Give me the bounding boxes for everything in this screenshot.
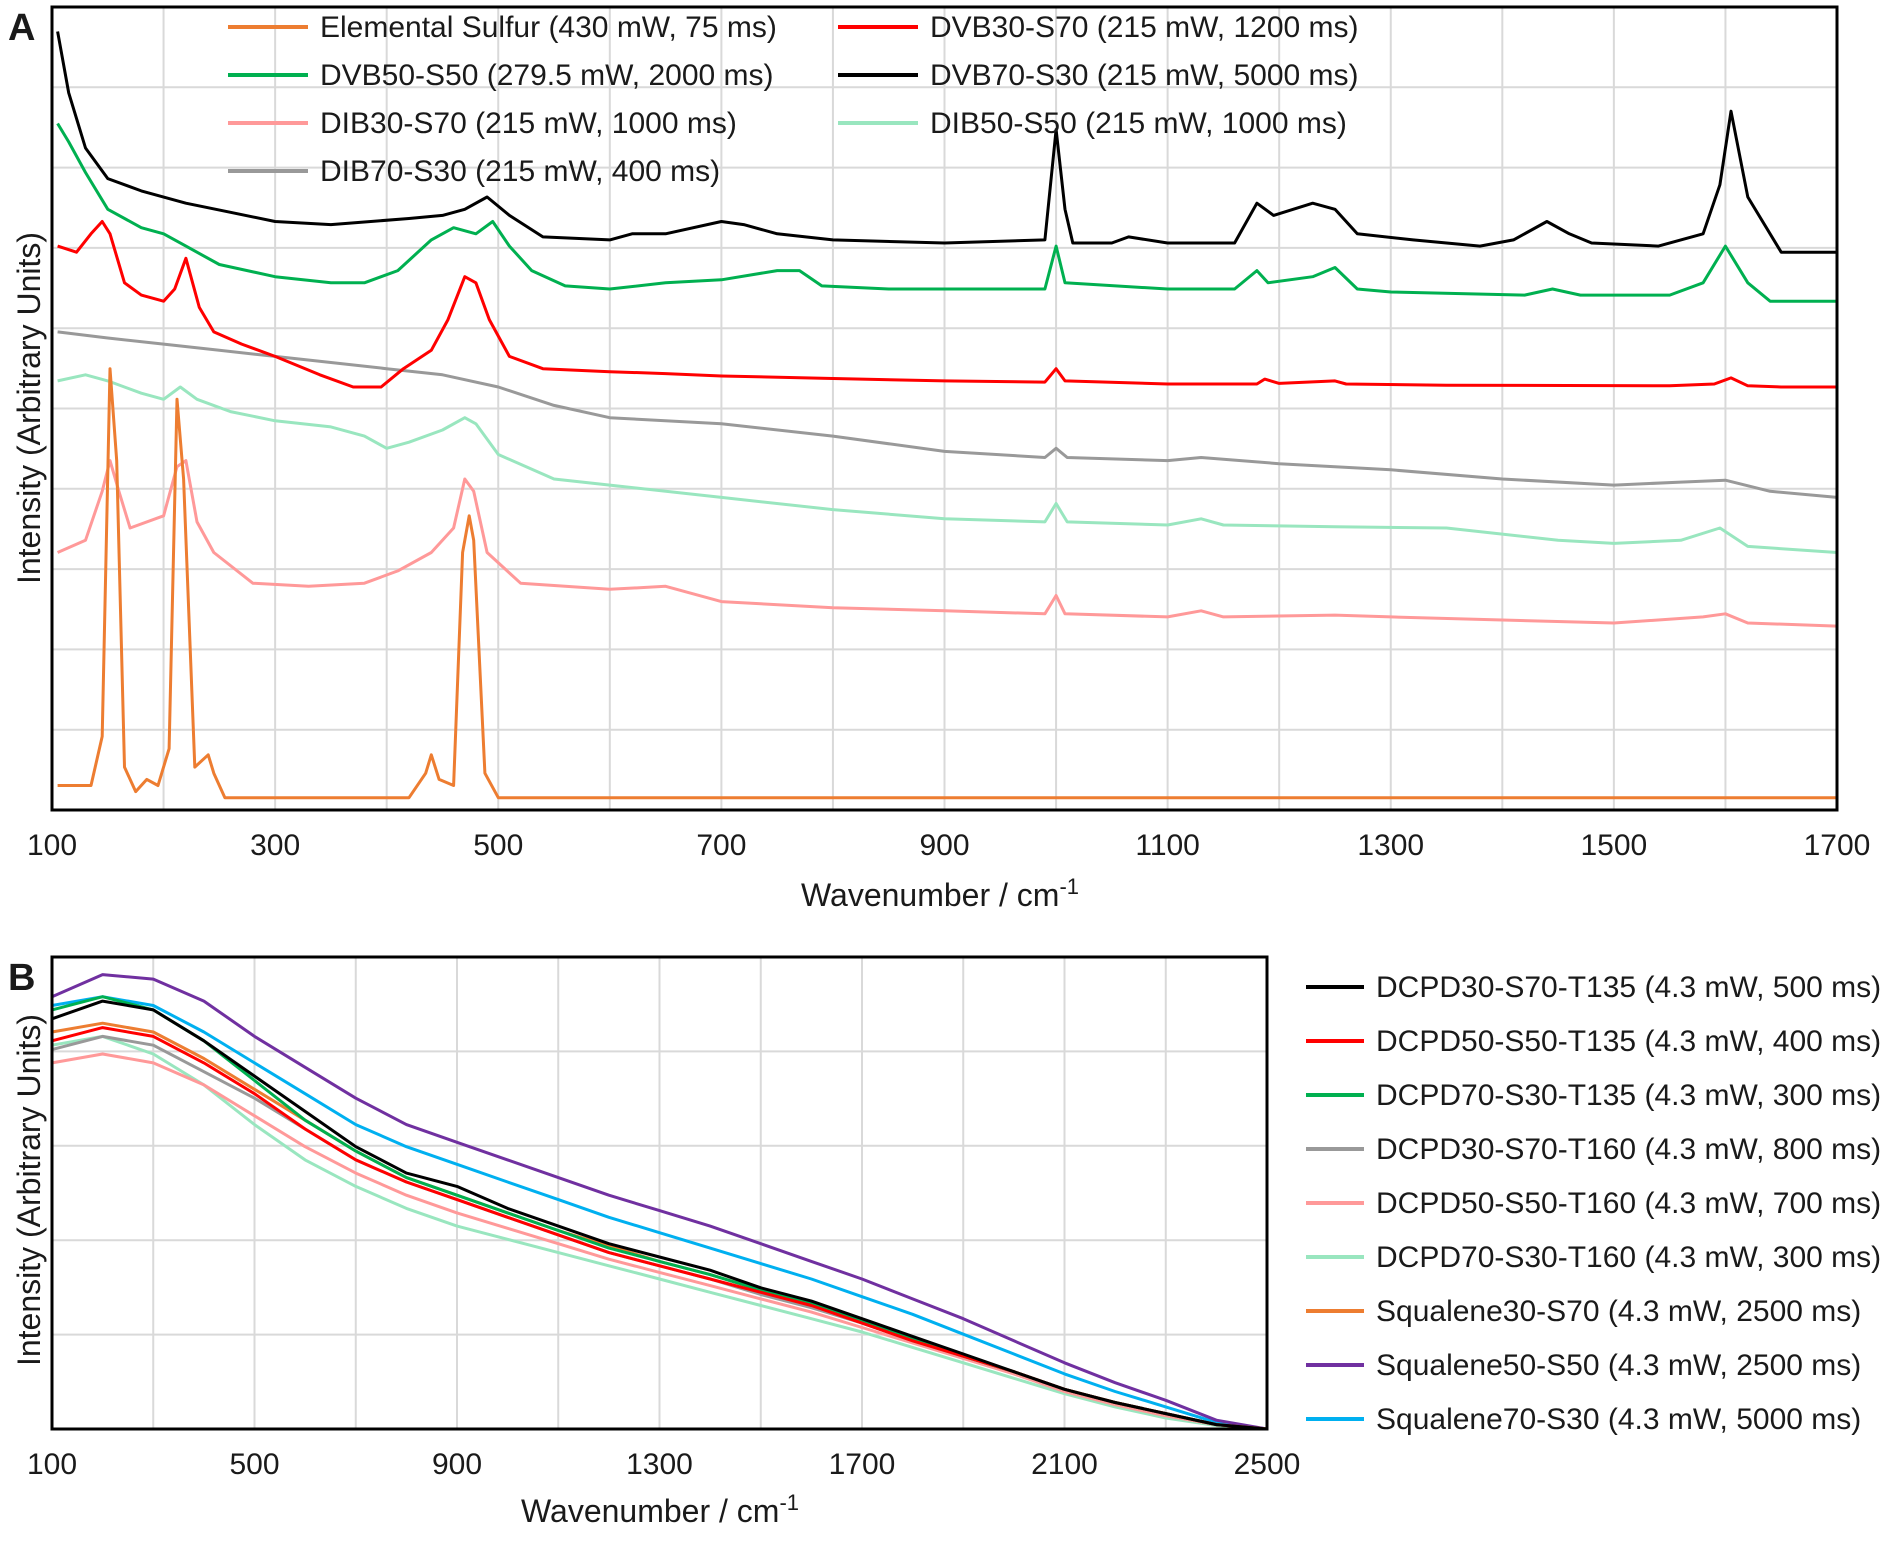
panel-a-x-tick-label: 100: [27, 829, 77, 862]
panel-a-legend-label: DVB30-S70 (215 mW, 1200 ms): [930, 11, 1359, 44]
panel-a-series-dib70-s30-215-mw-400-ms: [57, 330, 1838, 499]
panel-b-series-squalene50-s50-4-3-mw-2500-ms: [51, 973, 1268, 1431]
panel-a-legend-entry: DVB50-S50 (279.5 mW, 2000 ms): [228, 59, 774, 92]
panel-a: A 100 300 500 700 900 1100 1300 1500 1700 Wavenu…: [8, 5, 1870, 913]
panel-b-legend: DCPD30-S70-T135 (4.3 mW, 500 ms) DCPD50-S…: [1306, 971, 1881, 1436]
panel-b-legend-label: DCPD30-S70-T160 (4.3 mW, 800 ms): [1376, 1133, 1881, 1166]
panel-a-grid: [52, 7, 1837, 810]
panel-a-series-dib50-s50-215-mw-1000-ms: [57, 373, 1838, 554]
panel-b-series-dcpd70-s30-t160-4-3-mw-300-ms: [51, 1034, 1268, 1431]
panel-a-legend-entry: Elemental Sulfur (430 mW, 75 ms): [228, 11, 777, 44]
panel-b-legend-entry: DCPD70-S30-T135 (4.3 mW, 300 ms): [1306, 1079, 1881, 1112]
panel-b-legend-entry: Squalene50-S50 (4.3 mW, 2500 ms): [1306, 1349, 1861, 1382]
panel-b-y-axis-title: Intensity (Arbitrary Units): [11, 1014, 47, 1366]
panel-b-x-tick-label: 100: [27, 1448, 77, 1481]
panel-b-legend-entry: Squalene70-S30 (4.3 mW, 5000 ms): [1306, 1403, 1861, 1436]
panel-a-y-axis-title: Intensity (Arbitrary Units): [11, 232, 47, 584]
panel-a-x-tick-label: 700: [696, 829, 746, 862]
panel-a-legend-entry: DIB50-S50 (215 mW, 1000 ms): [838, 107, 1347, 140]
panel-a-x-tick-label: 900: [919, 829, 969, 862]
panel-b-legend-label: DCPD50-S50-T135 (4.3 mW, 400 ms): [1376, 1025, 1881, 1058]
panel-a-legend-label: DIB30-S70 (215 mW, 1000 ms): [320, 107, 737, 140]
panel-a-series-dvb50-s50-279-5-mw-2000-ms: [56, 122, 1837, 303]
panel-a-series-dib30-s70-215-mw-1000-ms: [56, 459, 1838, 628]
panel-b-legend-label: Squalene30-S70 (4.3 mW, 2500 ms): [1376, 1295, 1861, 1328]
panel-a-legend-entry: DVB30-S70 (215 mW, 1200 ms): [838, 11, 1359, 44]
panel-a-x-tick-labels: 100 300 500 700 900 1100 1300 1500 1700: [27, 829, 1870, 862]
panel-a-legend-label: DIB50-S50 (215 mW, 1000 ms): [930, 107, 1347, 140]
panel-b-legend-entry: DCPD50-S50-T135 (4.3 mW, 400 ms): [1306, 1025, 1881, 1058]
panel-b-legend-entry: DCPD70-S30-T160 (4.3 mW, 300 ms): [1306, 1241, 1881, 1274]
panel-a-legend-entry: DIB30-S70 (215 mW, 1000 ms): [228, 107, 737, 140]
panel-b-x-tick-label: 1300: [626, 1448, 693, 1481]
panel-b-x-tick-label: 2100: [1031, 1448, 1098, 1481]
panel-b-legend-label: DCPD70-S30-T135 (4.3 mW, 300 ms): [1376, 1079, 1881, 1112]
panel-a-legend: Elemental Sulfur (430 mW, 75 ms) DVB30-S7…: [228, 11, 1359, 188]
panel-b-series-squalene70-s30-4-3-mw-5000-ms: [51, 995, 1268, 1431]
panel-a-legend-entry: DVB70-S30 (215 mW, 5000 ms): [838, 59, 1359, 92]
panel-a-x-tick-label: 300: [250, 829, 300, 862]
panel-b-legend-entry: DCPD30-S70-T160 (4.3 mW, 800 ms): [1306, 1133, 1881, 1166]
panel-b-x-tick-labels: 100 500 900 1300 1700 2100 2500: [27, 1448, 1300, 1481]
panel-b-plot-area: [50, 955, 1269, 1431]
panel-b-x-tick-label: 900: [432, 1448, 482, 1481]
panel-a-x-tick-label: 1300: [1357, 829, 1424, 862]
panel-a-x-tick-label: 500: [473, 829, 523, 862]
panel-a-legend-label: DVB70-S30 (215 mW, 5000 ms): [930, 59, 1359, 92]
panel-b-x-axis-title: Wavenumber / cm-1: [521, 1490, 799, 1529]
panel-b-legend-entry: Squalene30-S70 (4.3 mW, 2500 ms): [1306, 1295, 1861, 1328]
panel-b-legend-label: Squalene50-S50 (4.3 mW, 2500 ms): [1376, 1349, 1861, 1382]
panel-a-x-axis-title: Wavenumber / cm-1: [801, 874, 1079, 913]
panel-b-x-tick-label: 1700: [829, 1448, 896, 1481]
panel-b-series-dcpd30-s70-t135-4-3-mw-500-ms: [51, 999, 1268, 1431]
panel-b-legend-entry: DCPD50-S50-T160 (4.3 mW, 700 ms): [1306, 1187, 1881, 1220]
panel-b-x-tick-label: 500: [229, 1448, 279, 1481]
panel-a-x-tick-label: 1100: [1135, 829, 1200, 862]
panel-a-legend-label: DVB50-S50 (279.5 mW, 2000 ms): [320, 59, 774, 92]
panel-a-legend-entry: DIB70-S30 (215 mW, 400 ms): [228, 155, 720, 188]
panel-a-legend-label: DIB70-S30 (215 mW, 400 ms): [320, 155, 720, 188]
panel-a-plot-area: [50, 5, 1839, 812]
panel-a-x-tick-label: 1500: [1581, 829, 1648, 862]
panel-a-series-elemental-sulfur-430-mw-75-ms: [57, 367, 1837, 800]
panel-a-legend-label: Elemental Sulfur (430 mW, 75 ms): [320, 11, 777, 44]
panel-b-x-tick-label: 2500: [1234, 1448, 1301, 1481]
panel-b-legend-label: DCPD70-S30-T160 (4.3 mW, 300 ms): [1376, 1241, 1881, 1274]
panel-b-legend-label: DCPD50-S50-T160 (4.3 mW, 700 ms): [1376, 1187, 1881, 1220]
panel-b-grid: [52, 957, 1267, 1429]
panel-a-series-dvb70-s30-215-mw-5000-ms: [56, 31, 1837, 254]
panel-a-series-dvb30-s70-215-mw-1200-ms: [57, 220, 1837, 389]
panel-b-series-dcpd50-s50-t160-4-3-mw-700-ms: [51, 1052, 1268, 1431]
panel-a-x-tick-label: 1700: [1804, 829, 1871, 862]
panel-a-letter: A: [8, 7, 35, 49]
panel-b-series: [51, 973, 1268, 1431]
panel-b-letter: B: [8, 957, 35, 999]
panel-a-series: [56, 31, 1838, 800]
panel-b-legend-label: Squalene70-S30 (4.3 mW, 5000 ms): [1376, 1403, 1861, 1436]
panel-b-legend-entry: DCPD30-S70-T135 (4.3 mW, 500 ms): [1306, 971, 1881, 1004]
panel-b: B 100 500 900 1300 1700 2100 2500 Wavenumber /…: [8, 955, 1881, 1529]
panel-b-legend-label: DCPD30-S70-T135 (4.3 mW, 500 ms): [1376, 971, 1881, 1004]
